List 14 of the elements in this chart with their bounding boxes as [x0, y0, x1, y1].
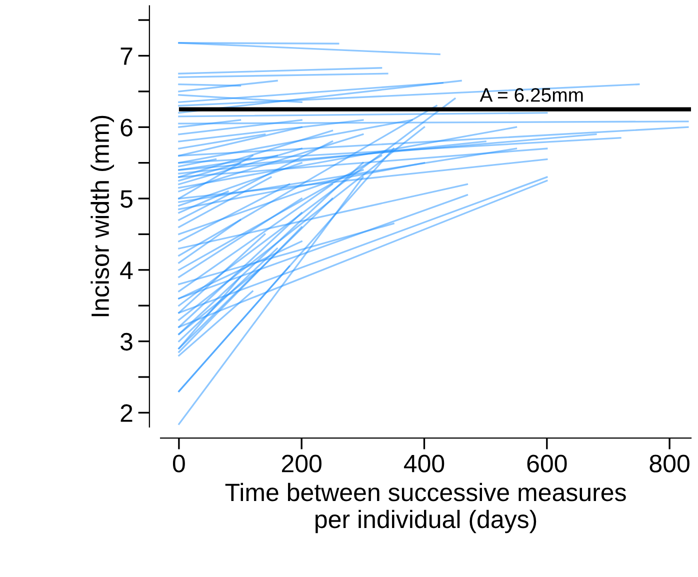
y-tick-label: 3 — [120, 332, 132, 351]
x-tick-label: 800 — [650, 454, 690, 472]
x-tick-label: 400 — [404, 454, 444, 472]
y-tick-label: 4 — [120, 262, 133, 279]
y-axis-title: Incisor width (mm) — [90, 116, 114, 316]
x-tick-label: 0 — [172, 454, 185, 472]
x-tick-label: 600 — [527, 454, 567, 472]
x-tick-label: 200 — [282, 454, 322, 472]
y-tick-label: 2 — [120, 404, 132, 422]
y-tick-label: 6 — [120, 118, 132, 136]
x-axis-title: Time between successive measures per individual (days) — [225, 482, 626, 534]
y-tick-label: 5 — [120, 190, 132, 208]
y-tick-label: 7 — [120, 48, 132, 65]
ref-line-label: A = 6.25mm — [480, 88, 583, 102]
